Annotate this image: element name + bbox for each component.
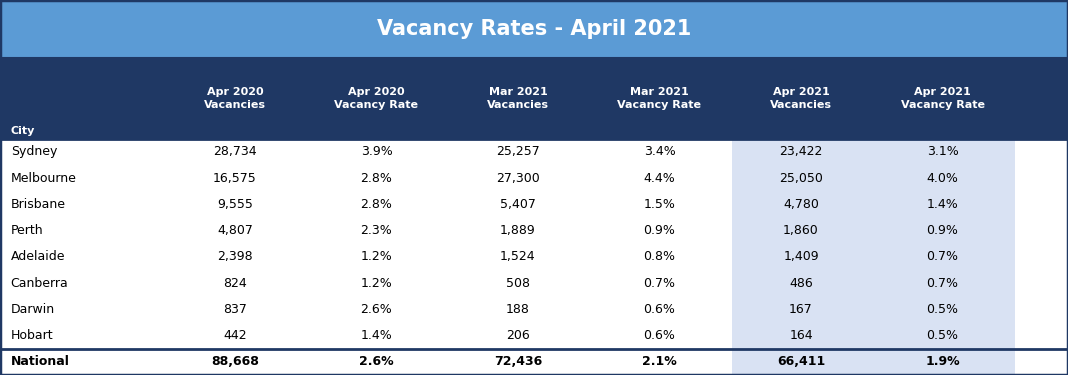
Text: 3.1%: 3.1% <box>927 146 958 158</box>
Text: 188: 188 <box>506 303 530 316</box>
Bar <box>732 217 1015 244</box>
Text: 3.9%: 3.9% <box>361 146 392 158</box>
Bar <box>732 349 1015 375</box>
Bar <box>732 296 1015 322</box>
Text: 0.5%: 0.5% <box>927 303 958 316</box>
Text: 1.4%: 1.4% <box>361 329 392 342</box>
Text: Sydney: Sydney <box>11 146 57 158</box>
Text: Darwin: Darwin <box>11 303 54 316</box>
Text: 167: 167 <box>789 303 813 316</box>
Text: City: City <box>11 126 35 136</box>
Text: 72,436: 72,436 <box>493 356 543 368</box>
Bar <box>732 270 1015 296</box>
Text: Brisbane: Brisbane <box>11 198 65 211</box>
Text: 2.8%: 2.8% <box>361 172 392 184</box>
Text: 5,407: 5,407 <box>500 198 536 211</box>
Text: Apr 2020
Vacancy Rate: Apr 2020 Vacancy Rate <box>334 87 419 109</box>
Text: 0.6%: 0.6% <box>644 329 675 342</box>
Bar <box>0 322 1068 349</box>
Bar <box>0 217 1068 244</box>
Text: Adelaide: Adelaide <box>11 251 65 263</box>
Text: 486: 486 <box>789 277 813 290</box>
Text: 9,555: 9,555 <box>217 198 253 211</box>
Text: Vacancy Rates - April 2021: Vacancy Rates - April 2021 <box>377 19 691 39</box>
Text: 25,257: 25,257 <box>497 146 539 158</box>
Text: 206: 206 <box>506 329 530 342</box>
Text: National: National <box>11 356 69 368</box>
Text: 1,860: 1,860 <box>783 224 819 237</box>
Bar <box>0 349 1068 375</box>
Text: 25,050: 25,050 <box>779 172 823 184</box>
Text: 4.4%: 4.4% <box>644 172 675 184</box>
Text: Canberra: Canberra <box>11 277 68 290</box>
Text: 4,780: 4,780 <box>783 198 819 211</box>
Text: 1.4%: 1.4% <box>927 198 958 211</box>
Text: 0.9%: 0.9% <box>927 224 958 237</box>
Text: 2.6%: 2.6% <box>361 303 392 316</box>
Bar <box>732 322 1015 349</box>
Text: 164: 164 <box>789 329 813 342</box>
Text: Perth: Perth <box>11 224 44 237</box>
Text: 1.2%: 1.2% <box>361 251 392 263</box>
Text: 2.3%: 2.3% <box>361 224 392 237</box>
Text: 2.1%: 2.1% <box>642 356 677 368</box>
Text: 4,807: 4,807 <box>217 224 253 237</box>
Text: 0.7%: 0.7% <box>927 251 958 263</box>
Bar <box>0 165 1068 191</box>
Text: 66,411: 66,411 <box>776 356 826 368</box>
Text: 23,422: 23,422 <box>780 146 822 158</box>
Text: Hobart: Hobart <box>11 329 53 342</box>
Text: 27,300: 27,300 <box>497 172 539 184</box>
Text: 824: 824 <box>223 277 247 290</box>
Text: 28,734: 28,734 <box>214 146 256 158</box>
Text: 2,398: 2,398 <box>217 251 253 263</box>
Text: 0.8%: 0.8% <box>644 251 675 263</box>
Text: 0.6%: 0.6% <box>644 303 675 316</box>
Text: 0.5%: 0.5% <box>927 329 958 342</box>
Text: 0.7%: 0.7% <box>927 277 958 290</box>
Text: 2.6%: 2.6% <box>359 356 394 368</box>
Bar <box>732 191 1015 217</box>
Text: 16,575: 16,575 <box>214 172 256 184</box>
Text: 88,668: 88,668 <box>211 356 258 368</box>
Text: 508: 508 <box>506 277 530 290</box>
Text: Apr 2020
Vacancies: Apr 2020 Vacancies <box>204 87 266 109</box>
Bar <box>732 58 1015 139</box>
Text: 1.2%: 1.2% <box>361 277 392 290</box>
Bar <box>0 139 1068 165</box>
Text: 1.9%: 1.9% <box>925 356 960 368</box>
Bar <box>0 244 1068 270</box>
Bar <box>0 270 1068 296</box>
Text: 3.4%: 3.4% <box>644 146 675 158</box>
Text: Melbourne: Melbourne <box>11 172 77 184</box>
Text: 1.5%: 1.5% <box>644 198 675 211</box>
Text: 1,889: 1,889 <box>500 224 536 237</box>
Bar <box>0 0 1068 58</box>
Text: Mar 2021
Vacancies: Mar 2021 Vacancies <box>487 87 549 109</box>
Text: 0.9%: 0.9% <box>644 224 675 237</box>
Bar <box>732 139 1015 165</box>
Bar <box>0 191 1068 217</box>
Text: Apr 2021
Vacancies: Apr 2021 Vacancies <box>770 87 832 109</box>
Text: Apr 2021
Vacancy Rate: Apr 2021 Vacancy Rate <box>900 87 985 109</box>
Bar <box>732 244 1015 270</box>
Text: 4.0%: 4.0% <box>927 172 958 184</box>
Bar <box>732 165 1015 191</box>
Bar <box>0 296 1068 322</box>
Text: 1,524: 1,524 <box>500 251 536 263</box>
Text: 2.8%: 2.8% <box>361 198 392 211</box>
Text: Mar 2021
Vacancy Rate: Mar 2021 Vacancy Rate <box>617 87 702 109</box>
Text: 0.7%: 0.7% <box>644 277 675 290</box>
Text: 837: 837 <box>223 303 247 316</box>
Bar <box>0 58 1068 139</box>
Text: 1,409: 1,409 <box>783 251 819 263</box>
Text: 442: 442 <box>223 329 247 342</box>
